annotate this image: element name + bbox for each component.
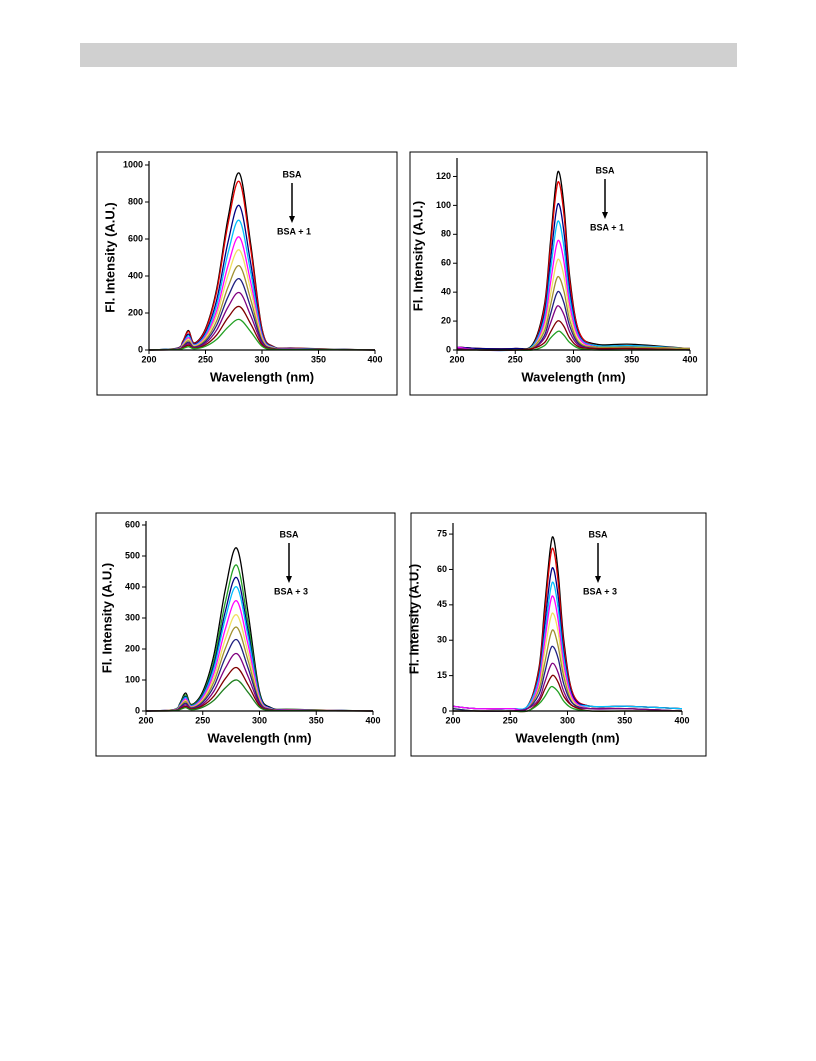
x-tick-label: 200 (445, 715, 460, 725)
x-tick-label: 250 (508, 354, 523, 364)
y-tick-label: 60 (441, 258, 451, 268)
y-tick-label: 100 (125, 674, 140, 684)
x-tick-label: 350 (617, 715, 632, 725)
y-tick-label: 120 (436, 171, 451, 181)
chart-frame (409, 151, 708, 396)
y-tick-label: 1000 (123, 159, 143, 169)
x-tick-label: 200 (141, 354, 156, 364)
annotation: BSA (279, 529, 299, 539)
x-axis-label: Wavelength (nm) (210, 369, 314, 384)
annotation: BSA (595, 165, 615, 175)
y-tick-label: 100 (436, 200, 451, 210)
spectrum-line (145, 679, 374, 712)
y-tick-label: 0 (138, 344, 143, 354)
y-tick-label: 40 (441, 287, 451, 297)
x-axis-label: Wavelength (nm) (521, 369, 625, 384)
y-tick-label: 0 (442, 705, 447, 715)
y-axis-label: Fl. Intensity (A.U.) (410, 201, 425, 312)
chart: 0 15 30 45 60 75 200 250 300 350 400 Wavelength (nm… (406, 512, 707, 757)
y-tick-label: 0 (446, 344, 451, 354)
annotation: BSA + 3 (274, 586, 308, 596)
y-tick-label: 600 (125, 519, 140, 529)
x-tick-label: 200 (449, 354, 464, 364)
annotation: BSA + 3 (583, 586, 617, 596)
x-tick-label: 400 (674, 715, 689, 725)
y-tick-label: 400 (125, 581, 140, 591)
x-tick-label: 300 (254, 354, 269, 364)
y-tick-label: 800 (128, 196, 143, 206)
y-axis-label: Fl. Intensity (A.U.) (102, 202, 117, 313)
arrow-head (602, 212, 608, 219)
x-tick-label: 350 (624, 354, 639, 364)
chart: 0 100 200 300 400 500 600 200 250 300 350 400 Wavele… (95, 512, 396, 757)
x-tick-label: 250 (503, 715, 518, 725)
y-axis-label: Fl. Intensity (A.U.) (99, 563, 114, 674)
x-tick-label: 300 (566, 354, 581, 364)
y-tick-label: 600 (128, 233, 143, 243)
x-tick-label: 250 (195, 715, 210, 725)
annotation: BSA (282, 169, 302, 179)
annotation: BSA + 1 (277, 226, 311, 236)
x-tick-label: 400 (367, 354, 382, 364)
x-tick-label: 350 (309, 715, 324, 725)
annotation: BSA + 1 (590, 222, 624, 232)
annotation: BSA (588, 529, 608, 539)
x-axis-label: Wavelength (nm) (207, 730, 311, 745)
arrow-head (289, 216, 295, 223)
x-tick-label: 400 (682, 354, 697, 364)
y-tick-label: 75 (437, 528, 447, 538)
y-tick-label: 15 (437, 670, 447, 680)
y-tick-label: 300 (125, 612, 140, 622)
x-tick-label: 300 (560, 715, 575, 725)
arrow-head (286, 576, 292, 583)
x-tick-label: 250 (198, 354, 213, 364)
y-tick-label: 0 (135, 705, 140, 715)
x-tick-label: 200 (138, 715, 153, 725)
y-tick-label: 80 (441, 229, 451, 239)
header-bar (80, 43, 737, 67)
chart: 0 20 40 60 80 100 120 200 250 300 350 400 Wavelength… (409, 151, 708, 396)
y-tick-label: 60 (437, 564, 447, 574)
y-axis-label: Fl. Intensity (A.U.) (406, 564, 421, 675)
arrow-head (595, 576, 601, 583)
y-tick-label: 400 (128, 270, 143, 280)
x-tick-label: 350 (311, 354, 326, 364)
y-tick-label: 200 (125, 643, 140, 653)
x-axis-label: Wavelength (nm) (515, 730, 619, 745)
y-tick-label: 500 (125, 550, 140, 560)
y-tick-label: 30 (437, 635, 447, 645)
y-tick-label: 200 (128, 307, 143, 317)
y-tick-label: 20 (441, 315, 451, 325)
x-tick-label: 400 (365, 715, 380, 725)
x-tick-label: 300 (252, 715, 267, 725)
y-tick-label: 45 (437, 599, 447, 609)
